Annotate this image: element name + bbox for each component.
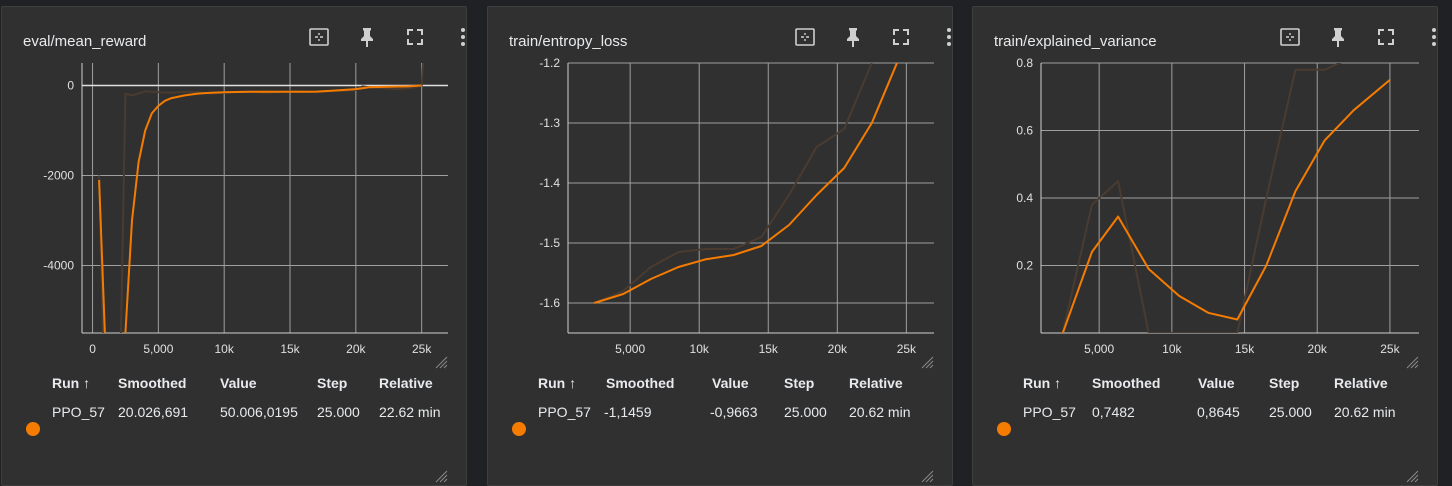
step-value: 25.000 [784,404,827,420]
line-chart[interactable]: 0 -2000 -4000 0 5,000 10k 15k 20k 25k [2,7,467,367]
x-tick-label: 20k [1308,342,1328,356]
x-tick-label: 10k [1162,342,1182,356]
run-name: PPO_57 [1023,404,1076,420]
run-color-dot [512,422,526,436]
col-step-header[interactable]: Step [1269,375,1300,391]
x-tick-label: 20k [346,342,366,356]
x-tick-label: 10k [215,342,235,356]
run-name: PPO_57 [52,404,105,420]
x-tick-label: 5,000 [615,342,645,356]
relative-value: 20.62 min [849,404,911,420]
resize-handle-icon[interactable] [1405,355,1419,369]
col-smoothed-header[interactable]: Smoothed [118,375,187,391]
col-relative-header[interactable]: Relative [1334,375,1388,391]
y-tick-label: 0 [67,79,74,93]
resize-handle-icon[interactable] [920,355,934,369]
x-tick-label: 0 [89,342,96,356]
fullscreen-icon[interactable] [1374,25,1398,49]
card-toolbar [266,25,466,49]
y-tick-label: -1.5 [539,236,560,250]
x-tick-label: 15k [1235,342,1255,356]
raw-series-line [593,63,873,304]
x-tick-label: 5,000 [1084,342,1114,356]
x-tick-label: 25k [897,342,917,356]
step-value: 25.000 [317,404,360,420]
y-tick-label: 0.6 [1016,124,1033,138]
y-tick-label: 0.4 [1016,191,1033,205]
col-smoothed-header[interactable]: Smoothed [1092,375,1161,391]
chart-card-explained-variance: train/explained_variance 0.2 0.4 0.6 0.8 5,0… [972,6,1438,486]
col-relative-header[interactable]: Relative [849,375,903,391]
card-toolbar [752,25,952,49]
raw-value: 0,8645 [1197,404,1240,420]
x-tick-label: 5,000 [143,342,173,356]
raw-series-line [98,63,424,333]
col-relative-header[interactable]: Relative [379,375,433,391]
raw-value: 50.006,0195 [220,404,298,420]
x-tick-label: 15k [759,342,779,356]
y-tick-label: -1.3 [539,116,560,130]
chart-title: eval/mean_reward [23,33,147,50]
smoothed-series-line [593,63,899,304]
line-chart[interactable]: -1.2 -1.3 -1.4 -1.5 -1.6 5,000 10k 15k 20k 25k [488,7,953,367]
smoothed-series-line [98,84,422,333]
pin-icon[interactable] [355,25,379,49]
fit-to-data-icon[interactable] [307,25,331,49]
y-tick-label: -1.6 [539,296,560,310]
fullscreen-icon[interactable] [889,25,913,49]
smoothed-value: -1,1459 [604,404,652,420]
step-value: 25.000 [1269,404,1312,420]
col-run-header[interactable]: Run ↑ [52,375,91,391]
y-tick-label: -1.4 [539,176,560,190]
x-tick-label: 15k [280,342,300,356]
smoothed-value: 20.026,691 [118,404,189,420]
col-step-header[interactable]: Step [784,375,815,391]
chart-title: train/explained_variance [994,33,1157,50]
x-tick-label: 20k [828,342,848,356]
card-toolbar [1237,25,1437,49]
col-smoothed-header[interactable]: Smoothed [606,375,675,391]
y-tick-label: 0.2 [1016,259,1033,273]
fullscreen-icon[interactable] [403,25,427,49]
fit-to-data-icon[interactable] [1278,25,1302,49]
col-step-header[interactable]: Step [317,375,348,391]
line-chart[interactable]: 0.2 0.4 0.6 0.8 5,000 10k 15k 20k 25k [973,7,1438,367]
raw-value: -0,9663 [710,404,758,420]
y-tick-label: -2000 [43,169,74,183]
y-tick-label: -1.2 [539,56,560,70]
y-tick-label: 0.8 [1016,56,1033,70]
relative-value: 20.62 min [1334,404,1396,420]
col-run-header[interactable]: Run ↑ [1023,375,1062,391]
col-value-header[interactable]: Value [1198,375,1235,391]
resize-handle-icon[interactable] [434,355,448,369]
x-tick-label: 25k [412,342,432,356]
run-color-dot [997,422,1011,436]
run-color-dot [26,422,40,436]
x-tick-label: 10k [690,342,710,356]
chart-card-mean-reward: eval/mean_reward 0 -2000 -4000 0 5,000 10k 15k… [1,6,467,486]
pin-icon[interactable] [841,25,865,49]
pin-icon[interactable] [1326,25,1350,49]
smoothed-series-line [1061,79,1391,333]
col-value-header[interactable]: Value [220,375,257,391]
run-name: PPO_57 [538,404,591,420]
y-tick-label: -4000 [43,259,74,273]
more-vert-icon[interactable] [1422,25,1437,49]
smoothed-value: 0,7482 [1092,404,1135,420]
chart-title: train/entropy_loss [509,33,628,50]
col-value-header[interactable]: Value [712,375,749,391]
raw-series-line [1061,63,1342,333]
more-vert-icon[interactable] [451,25,466,49]
col-run-header[interactable]: Run ↑ [538,375,577,391]
fit-to-data-icon[interactable] [793,25,817,49]
more-vert-icon[interactable] [937,25,952,49]
chart-card-entropy-loss: train/entropy_loss -1.2 -1.3 -1.4 -1.5 -1.6 5… [487,6,953,486]
x-tick-label: 25k [1380,342,1400,356]
relative-value: 22.62 min [379,404,441,420]
